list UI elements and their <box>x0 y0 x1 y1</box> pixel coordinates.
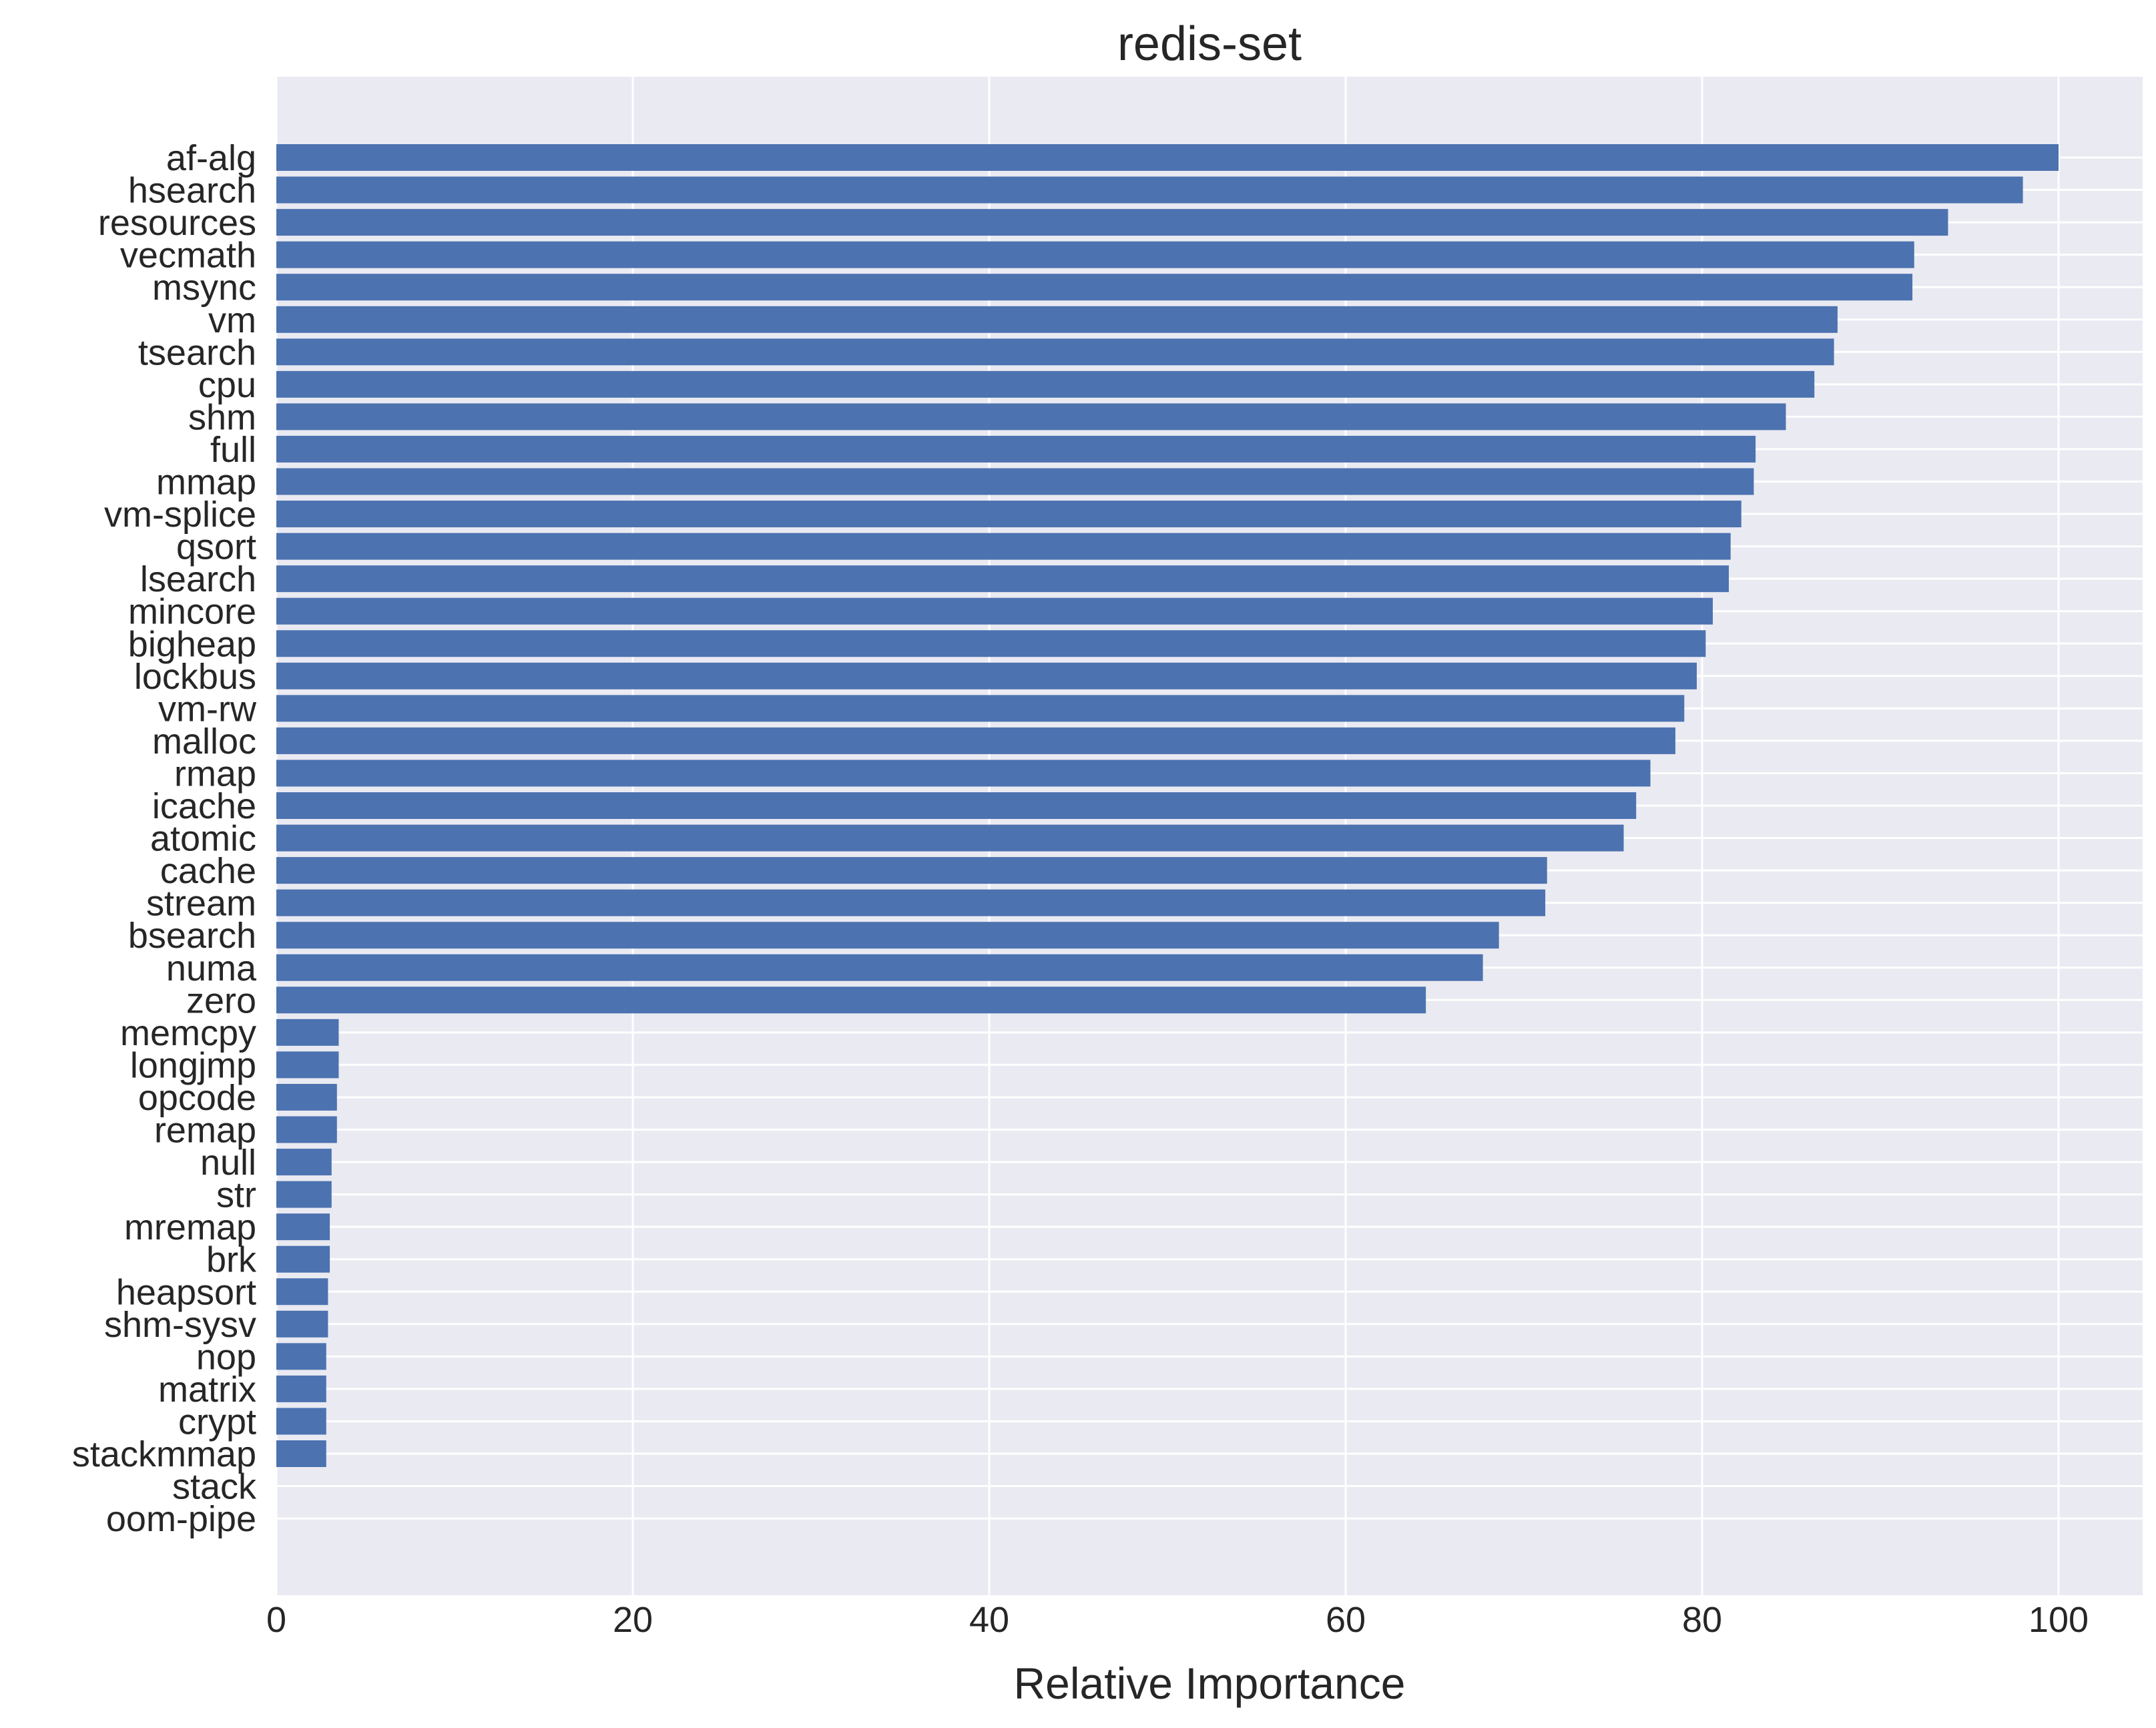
category-label-opcode: opcode <box>138 1078 256 1118</box>
category-label-vm-rw: vm-rw <box>158 689 257 729</box>
category-label-malloc: malloc <box>152 722 256 762</box>
category-label-brk: brk <box>206 1240 257 1280</box>
category-label-mincore: mincore <box>128 592 256 632</box>
x-tick-label: 0 <box>266 1600 286 1640</box>
bar-hsearch <box>276 176 2023 204</box>
category-label-bsearch: bsearch <box>128 916 256 956</box>
bar-atomic <box>276 824 1624 852</box>
bar-zero <box>276 986 1426 1014</box>
category-label-heapsort: heapsort <box>116 1272 256 1312</box>
category-label-oom-pipe: oom-pipe <box>106 1499 256 1539</box>
category-label-qsort: qsort <box>176 527 256 567</box>
category-label-lsearch: lsearch <box>140 559 256 599</box>
category-labels: af-alghsearchresourcesvecmathmsyncvmtsea… <box>72 138 257 1539</box>
bar-opcode <box>276 1083 337 1111</box>
bar-longjmp <box>276 1051 339 1079</box>
category-label-bigheap: bigheap <box>128 624 256 664</box>
category-label-stack: stack <box>172 1467 257 1507</box>
bar-shm <box>276 403 1786 430</box>
bar-heapsort <box>276 1278 328 1306</box>
bar-mmap <box>276 468 1754 495</box>
category-label-str: str <box>216 1175 256 1215</box>
category-label-lockbus: lockbus <box>134 657 256 697</box>
category-label-null: null <box>200 1143 256 1183</box>
x-tick-label: 100 <box>2029 1600 2089 1640</box>
category-label-cpu: cpu <box>198 365 256 405</box>
bar-nop <box>276 1343 326 1370</box>
bar-af-alg <box>276 144 2059 171</box>
bar-series <box>276 144 2059 1467</box>
category-label-vecmath: vecmath <box>120 236 256 276</box>
chart-title: redis-set <box>1117 17 1302 71</box>
category-label-memcpy: memcpy <box>120 1013 256 1053</box>
bar-vm <box>276 306 1838 333</box>
category-label-matrix: matrix <box>158 1370 256 1410</box>
bar-icache <box>276 792 1637 819</box>
category-label-vm: vm <box>208 300 256 340</box>
bar-mincore <box>276 597 1713 625</box>
bar-memcpy <box>276 1019 339 1046</box>
category-label-rmap: rmap <box>174 754 256 794</box>
bar-numa <box>276 954 1483 981</box>
bar-bsearch <box>276 922 1499 949</box>
category-label-shm: shm <box>188 397 256 437</box>
bar-vm-splice <box>276 501 1741 528</box>
bar-bigheap <box>276 630 1706 657</box>
bar-lsearch <box>276 565 1729 593</box>
category-label-hsearch: hsearch <box>128 171 256 211</box>
bar-str <box>276 1181 332 1208</box>
bar-remap <box>276 1116 337 1143</box>
bar-resources <box>276 209 1948 236</box>
bar-cache <box>276 857 1547 884</box>
bar-stackmmap <box>276 1440 326 1467</box>
x-tick-label: 20 <box>613 1600 653 1640</box>
x-tick-label: 80 <box>1682 1600 1722 1640</box>
category-label-zero: zero <box>186 980 256 1021</box>
category-label-stream: stream <box>146 884 256 924</box>
bar-tsearch <box>276 338 1834 366</box>
x-axis-label: Relative Importance <box>1014 1659 1406 1708</box>
bar-mremap <box>276 1213 330 1241</box>
category-label-resources: resources <box>98 203 256 243</box>
category-label-cache: cache <box>160 851 256 891</box>
bar-lockbus <box>276 662 1697 689</box>
bar-vm-rw <box>276 695 1685 722</box>
category-label-remap: remap <box>154 1111 256 1151</box>
category-label-mremap: mremap <box>124 1207 256 1247</box>
category-label-shm-sysv: shm-sysv <box>104 1305 256 1345</box>
bar-vecmath <box>276 241 1914 268</box>
category-label-stackmmap: stackmmap <box>72 1434 256 1474</box>
category-label-nop: nop <box>196 1337 256 1377</box>
x-tick-label: 40 <box>969 1600 1009 1640</box>
x-tick-labels: 0 20 40 60 80 100 <box>266 1600 2089 1640</box>
bar-msync <box>276 274 1913 301</box>
category-label-msync: msync <box>152 268 256 308</box>
category-label-numa: numa <box>166 948 257 988</box>
category-label-af-alg: af-alg <box>166 138 256 178</box>
bar-crypt <box>276 1408 326 1435</box>
category-label-icache: icache <box>152 786 256 826</box>
category-label-tsearch: tsearch <box>138 332 256 372</box>
bar-null <box>276 1149 332 1176</box>
x-tick-label: 60 <box>1326 1600 1366 1640</box>
category-label-longjmp: longjmp <box>130 1045 256 1085</box>
category-label-mmap: mmap <box>156 463 256 503</box>
bar-brk <box>276 1245 330 1273</box>
bar-qsort <box>276 533 1731 560</box>
bar-cpu <box>276 370 1815 398</box>
bar-full <box>276 435 1756 463</box>
category-label-crypt: crypt <box>178 1402 256 1442</box>
category-label-atomic: atomic <box>150 819 256 859</box>
bar-matrix <box>276 1375 326 1402</box>
category-label-full: full <box>210 430 256 470</box>
bar-malloc <box>276 727 1675 754</box>
bar-stream <box>276 889 1546 916</box>
bar-shm-sysv <box>276 1310 328 1338</box>
bar-rmap <box>276 760 1651 787</box>
category-label-vm-splice: vm-splice <box>104 495 256 535</box>
